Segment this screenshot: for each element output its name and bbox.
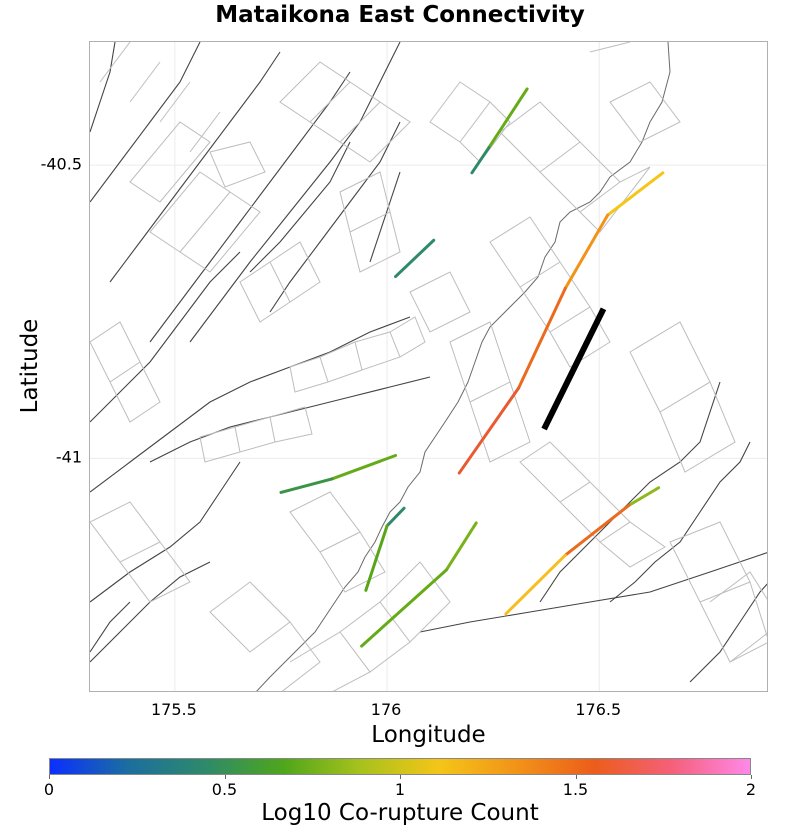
co-rupture-fault-segment[interactable]: [330, 453, 398, 481]
co-rupture-fault-segment[interactable]: [563, 213, 610, 290]
coastline: [256, 42, 671, 691]
colorbar-label: Log10 Co-rupture Count: [261, 800, 539, 826]
co-rupture-fault-segment[interactable]: [504, 553, 567, 616]
co-rupture-fault-segment[interactable]: [470, 146, 491, 175]
co-rupture-fault-segment[interactable]: [606, 171, 665, 217]
map-plot-area[interactable]: [89, 41, 768, 692]
co-rupture-fault-segment[interactable]: [487, 87, 529, 150]
target-fault-group: [541, 307, 607, 431]
co-rupture-fault-segment[interactable]: [279, 477, 334, 494]
colorbar-tick-mark: [751, 775, 752, 779]
co-rupture-fault-segment[interactable]: [394, 238, 436, 279]
colorbar-tick-label: 1: [394, 780, 406, 799]
co-rupture-fault-segment[interactable]: [627, 486, 661, 507]
x-tick-label: 175.5: [150, 700, 197, 719]
co-rupture-fault-segment[interactable]: [444, 521, 478, 572]
colorbar-tick-mark: [224, 775, 226, 779]
colorbar: [49, 758, 751, 775]
y-tick-label: -41: [55, 447, 82, 467]
y-tick-label: -40.5: [40, 154, 82, 174]
target-fault-mataikona-east[interactable]: [541, 307, 607, 431]
colorbar-tick-mark: [400, 775, 401, 779]
x-tick-label: 176.5: [575, 700, 622, 719]
x-axis-label: Longitude: [371, 722, 486, 748]
y-axis-label: Latitude: [17, 318, 43, 414]
co-rupture-fault-segment[interactable]: [360, 568, 448, 648]
chart-title: Mataikona East Connectivity: [215, 2, 585, 28]
co-rupture-fault-segment[interactable]: [385, 506, 406, 528]
co-rupture-fault-segment[interactable]: [364, 524, 389, 592]
x-tick-label: 176: [370, 700, 402, 719]
background-fault-network: [90, 42, 767, 691]
colorbar-tick-label: 1.5: [562, 780, 589, 799]
colorbar-tick-mark: [575, 775, 577, 779]
co-rupture-fault-segment[interactable]: [457, 386, 521, 475]
map-canvas: [90, 42, 767, 691]
co-rupture-fault-segment[interactable]: [517, 286, 567, 390]
co-rupture-fault-segment[interactable]: [563, 503, 631, 557]
colorbar-tick-label: 0.5: [211, 780, 238, 799]
colorbar-tick-label: 2: [745, 780, 757, 799]
colorbar-tick-label: 0: [43, 780, 55, 799]
co-rupture-faults: [279, 87, 665, 648]
colorbar-tick-mark: [49, 775, 50, 779]
grid-lines: [90, 42, 767, 691]
